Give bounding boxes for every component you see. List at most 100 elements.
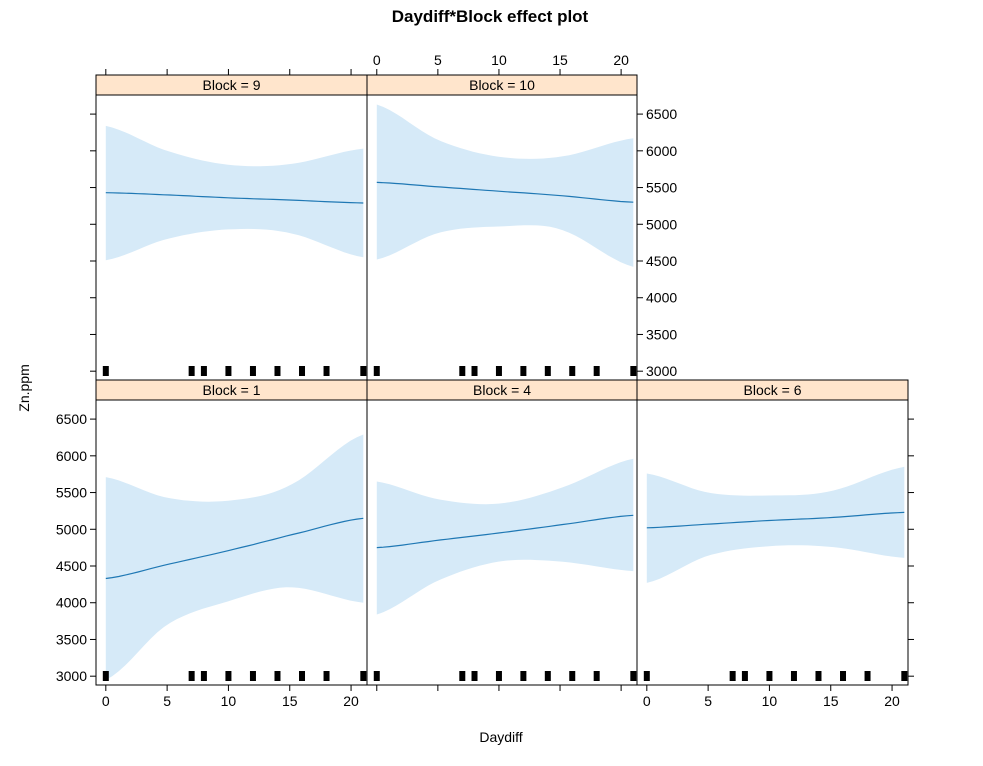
x-tick-label: 5 — [163, 693, 171, 709]
fit-line — [376, 181, 634, 203]
x-tick-label: 0 — [643, 693, 651, 709]
rug-mark — [593, 671, 600, 681]
panels-layer: Block = 9 Block = 10 Block = 1 Block = 4 Blo… — [95, 74, 909, 686]
fit-line — [646, 511, 905, 529]
fit-line — [376, 514, 634, 549]
y-tick-label: 5500 — [646, 180, 677, 196]
rug-mark — [299, 671, 306, 681]
strip-label: Block = 4 — [473, 382, 531, 398]
y-tick-label: 4500 — [646, 253, 677, 269]
x-tick-label: 15 — [823, 693, 839, 709]
strip-label: Block = 1 — [203, 382, 261, 398]
y-axis-title: Zn.ppm — [16, 364, 32, 411]
y-tick-label: 6000 — [56, 448, 87, 464]
panel-border — [636, 399, 909, 686]
rug-mark — [200, 366, 207, 376]
panel-block-1: Block = 1 — [95, 379, 368, 686]
rug-mark — [323, 366, 330, 376]
y-axis-left-row1 — [90, 113, 96, 372]
strip-label: Block = 6 — [744, 382, 802, 398]
rug-mark — [459, 671, 466, 681]
x-tick-label: 15 — [282, 693, 298, 709]
x-tick-label: 0 — [102, 693, 110, 709]
y-tick-label: 3000 — [646, 363, 677, 379]
confidence-band — [105, 125, 364, 261]
rug-mark — [323, 671, 330, 681]
y-tick-label: 3500 — [646, 326, 677, 342]
y-tick-label: 3500 — [56, 631, 87, 647]
y-tick-label: 5500 — [56, 485, 87, 501]
fit-line — [105, 517, 364, 580]
y-tick-label: 6500 — [646, 106, 677, 122]
rug-mark — [630, 671, 637, 681]
rug-mark — [544, 671, 551, 681]
x-tick-label: 20 — [343, 693, 359, 709]
rug-mark — [643, 671, 650, 681]
strip-label: Block = 9 — [203, 77, 261, 93]
rug-mark — [299, 366, 306, 376]
x-tick-label: 10 — [491, 52, 507, 68]
confidence-band — [376, 458, 634, 615]
rug-mark — [766, 671, 773, 681]
rug-mark — [544, 366, 551, 376]
x-tick-label: 10 — [221, 693, 237, 709]
panel-block-6: Block = 6 — [636, 379, 909, 686]
chart-title: Daydiff*Block effect plot — [392, 7, 589, 26]
y-tick-label: 4000 — [646, 290, 677, 306]
rug-mark — [188, 671, 195, 681]
rug-mark — [495, 671, 502, 681]
rug-mark — [901, 671, 908, 681]
panel-block-9: Block = 9 — [95, 74, 368, 381]
panel-block-4: Block = 4 — [366, 379, 638, 686]
rug-mark — [373, 366, 380, 376]
confidence-band — [105, 434, 364, 680]
rug-mark — [569, 366, 576, 376]
x-axis-title: Daydiff — [479, 729, 522, 745]
y-tick-label: 5000 — [56, 521, 87, 537]
x-tick-label: 10 — [762, 693, 778, 709]
rug-mark — [729, 671, 736, 681]
panel-block-10: Block = 10 — [366, 74, 638, 381]
x-tick-label: 5 — [434, 52, 442, 68]
rug-mark — [520, 671, 527, 681]
x-axis-top-col2: 0 5 10 15 20 — [373, 52, 629, 75]
rug-mark — [520, 366, 527, 376]
rug-mark — [471, 366, 478, 376]
x-axis-bottom-col1: 0 5 10 15 20 — [102, 685, 359, 709]
rug-mark — [274, 671, 281, 681]
x-axis-bottom-col2 — [376, 685, 622, 691]
axes-layer: 0 5 10 15 20 0 5 10 15 20 0 5 10 15 20 3000 3500 4000 4500… — [56, 52, 914, 709]
rug-mark — [102, 671, 109, 681]
rug-mark — [630, 366, 637, 376]
y-tick-label: 6000 — [646, 143, 677, 159]
strip-label: Block = 10 — [469, 77, 535, 93]
y-axis-right-row1: 3000 3500 4000 4500 5000 5500 6000 6500 — [637, 106, 677, 379]
rug-mark — [373, 671, 380, 681]
x-tick-label: 0 — [373, 52, 381, 68]
x-tick-label: 20 — [613, 52, 629, 68]
rug-mark — [360, 366, 367, 376]
rug-mark — [790, 671, 797, 681]
rug-mark — [495, 366, 502, 376]
rug-mark — [471, 671, 478, 681]
rug-mark — [102, 366, 109, 376]
x-tick-label: 15 — [552, 52, 568, 68]
y-tick-label: 4000 — [56, 595, 87, 611]
y-tick-label: 6500 — [56, 411, 87, 427]
rug-mark — [864, 671, 871, 681]
rug-mark — [274, 366, 281, 376]
y-tick-label: 3000 — [56, 668, 87, 684]
rug-mark — [225, 366, 232, 376]
x-tick-label: 5 — [704, 693, 712, 709]
rug-mark — [249, 671, 256, 681]
y-axis-right-row2 — [908, 418, 914, 677]
rug-mark — [360, 671, 367, 681]
rug-mark — [593, 366, 600, 376]
rug-mark — [225, 671, 232, 681]
x-axis-top-col1 — [105, 69, 352, 75]
y-tick-label: 5000 — [646, 216, 677, 232]
confidence-band — [646, 466, 905, 583]
fit-line — [105, 192, 364, 204]
rug-mark — [188, 366, 195, 376]
rug-mark — [840, 671, 847, 681]
